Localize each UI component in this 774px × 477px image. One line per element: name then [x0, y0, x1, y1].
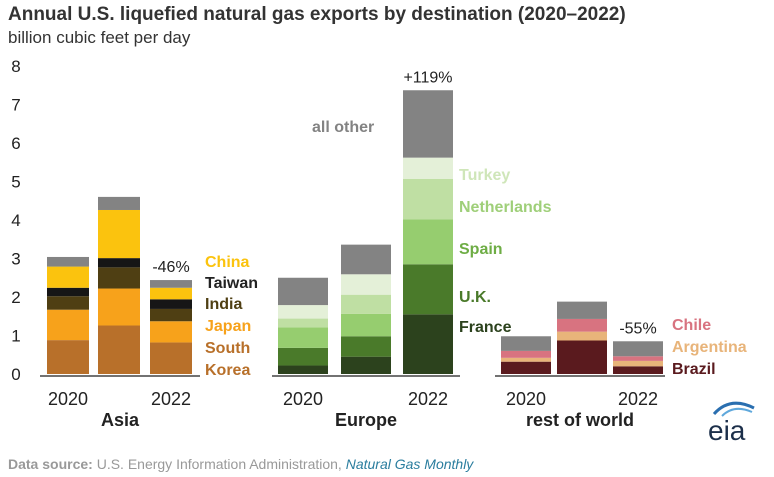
bar-segment	[150, 342, 192, 374]
x-tick-label: 2022	[618, 389, 658, 409]
bar-segment	[557, 318, 607, 332]
bar-segment	[47, 287, 89, 297]
bar-segment	[341, 244, 391, 275]
bar-segment	[341, 336, 391, 357]
bar-segment	[150, 280, 192, 288]
legend-label: all other	[312, 119, 374, 136]
data-source: Data source: U.S. Energy Information Adm…	[8, 456, 473, 472]
x-tick-label: 2020	[506, 389, 546, 409]
eia-logo-text: eia	[708, 415, 746, 444]
bar-segment	[501, 361, 551, 374]
bar-segment	[613, 356, 663, 361]
y-tick-label: 4	[11, 211, 20, 230]
change-annotation: -55%	[619, 320, 656, 337]
legend-label: Spain	[459, 241, 503, 258]
group-label: rest of world	[526, 410, 634, 430]
y-tick-label: 5	[11, 173, 20, 192]
x-tick-label: 2020	[48, 389, 88, 409]
bar-segment	[47, 296, 89, 310]
bar-segment	[403, 157, 453, 179]
legend-label: Japan	[205, 318, 251, 335]
source-text: U.S. Energy Information Administration,	[92, 456, 346, 472]
bar-segment	[150, 308, 192, 322]
y-tick-label: 7	[11, 96, 20, 115]
legend-label: France	[459, 319, 512, 336]
bar-segment	[278, 305, 328, 319]
bar-segment	[278, 347, 328, 366]
bar-segment	[47, 256, 89, 267]
legend-label: Brazil	[672, 361, 716, 378]
bar-segment	[150, 299, 192, 309]
eia-logo-icon: eia	[708, 401, 755, 446]
y-tick-label: 3	[11, 250, 20, 269]
y-tick-label: 2	[11, 288, 20, 307]
bar-segment	[47, 309, 89, 341]
bar-segment	[47, 340, 89, 374]
source-link[interactable]: Natural Gas Monthly	[345, 456, 474, 472]
bar-segment	[501, 350, 551, 358]
x-tick-label: 2022	[151, 389, 191, 409]
legend-label: Turkey	[459, 167, 510, 184]
legend-label: U.K.	[459, 289, 491, 306]
legend-label: Taiwan	[205, 275, 258, 292]
x-tick-label: 2020	[283, 389, 323, 409]
bar-segment	[278, 277, 328, 306]
y-tick-label: 6	[11, 134, 20, 153]
bar-segment	[278, 365, 328, 374]
legend-label: China	[205, 254, 250, 271]
change-annotation: +119%	[403, 69, 452, 86]
bar-segment	[98, 325, 140, 374]
bar-segment	[501, 357, 551, 362]
bar-segment	[150, 287, 192, 300]
bar-segment	[341, 356, 391, 374]
bar-segment	[98, 267, 140, 289]
change-annotation: -46%	[152, 259, 189, 276]
bar-segment	[341, 274, 391, 295]
group-label: Asia	[101, 410, 140, 430]
bar-segment	[557, 340, 607, 374]
bar-segment	[98, 258, 140, 268]
legend-label: Chile	[672, 317, 711, 334]
bar-segment	[47, 266, 89, 288]
bar-segment	[403, 264, 453, 315]
bar-segment	[403, 90, 453, 158]
bar-segment	[557, 331, 607, 341]
bar-segment	[341, 313, 391, 337]
bar-segment	[501, 336, 551, 351]
chart-title: Annual U.S. liquefied natural gas export…	[8, 4, 626, 25]
bar-segment	[278, 327, 328, 348]
bar-segment	[403, 219, 453, 265]
legend-label: India	[205, 296, 242, 313]
bar-segment	[613, 366, 663, 374]
legend-label: Netherlands	[459, 199, 552, 216]
y-tick-label: 8	[11, 57, 20, 76]
eia-logo: eia	[700, 398, 762, 449]
bar-segment	[98, 196, 140, 210]
bar-segment	[98, 209, 140, 259]
bar-segment	[403, 314, 453, 374]
group-label: Europe	[335, 410, 397, 430]
bar-segment	[613, 341, 663, 357]
bar-segment	[278, 318, 328, 328]
chart-subtitle: billion cubic feet per day	[8, 28, 191, 47]
bar-segment	[557, 301, 607, 319]
bar-segment	[98, 288, 140, 326]
legend-label: Korea	[205, 362, 250, 379]
source-label: Data source:	[8, 456, 93, 472]
y-tick-label: 1	[11, 327, 20, 346]
legend-label: Argentina	[672, 339, 747, 356]
y-tick-label: 0	[11, 365, 20, 384]
x-tick-label: 2022	[408, 389, 448, 409]
bar-segment	[613, 360, 663, 367]
bar-segment	[150, 321, 192, 343]
bar-segment	[403, 178, 453, 220]
legend-label: South	[205, 340, 250, 357]
bar-segment	[341, 294, 391, 314]
